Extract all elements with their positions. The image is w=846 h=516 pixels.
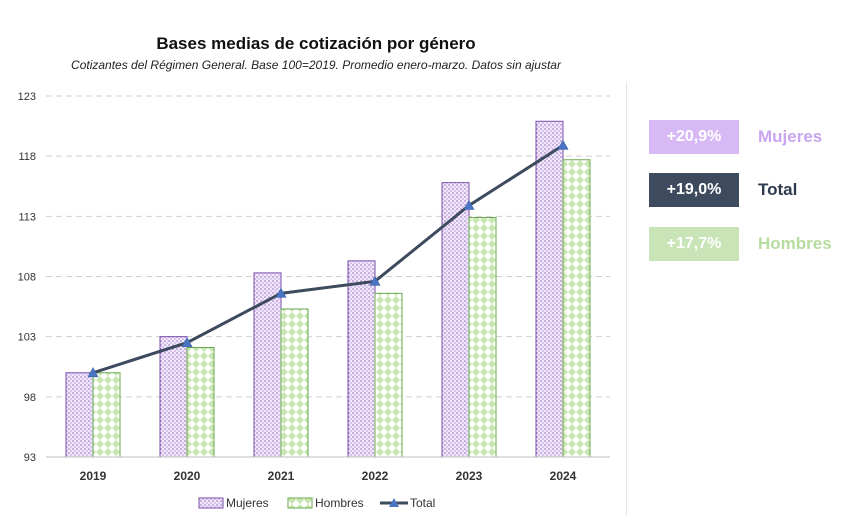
x-tick-label: 2020 bbox=[174, 469, 201, 483]
y-tick-label: 113 bbox=[18, 211, 36, 223]
chart-title: Bases medias de cotización por género bbox=[156, 34, 476, 53]
bar-mujeres bbox=[159, 336, 188, 458]
badge-total-label: Total bbox=[758, 180, 798, 199]
point-total bbox=[87, 367, 99, 378]
bar-hombres bbox=[468, 217, 497, 458]
y-tick-label: 118 bbox=[18, 151, 36, 163]
legend-swatch-hombres bbox=[287, 497, 313, 509]
x-tick-label: 2021 bbox=[268, 469, 295, 483]
bar-mujeres bbox=[65, 372, 94, 458]
badge-hombres-label: Hombres bbox=[758, 234, 832, 253]
badge-mujeres: +20,9% bbox=[649, 120, 739, 154]
legend-label-mujeres: Mujeres bbox=[226, 496, 269, 510]
x-tick-label: 2023 bbox=[456, 469, 483, 483]
point-total bbox=[557, 139, 569, 150]
y-tick-label: 103 bbox=[18, 332, 36, 344]
legend-label-total: Total bbox=[410, 496, 435, 510]
x-tick-label: 2024 bbox=[550, 469, 577, 483]
bar-mujeres bbox=[441, 182, 470, 458]
bar-mujeres bbox=[535, 120, 564, 458]
y-tick-label: 123 bbox=[18, 91, 36, 103]
bar-hombres bbox=[92, 372, 121, 458]
y-tick-label: 93 bbox=[24, 452, 36, 464]
series-line-total bbox=[92, 144, 564, 375]
chart-plot: 93 98 103 108 113 118 123 2019 2020 2021 2022 2023 2… bbox=[18, 91, 610, 510]
point-total bbox=[275, 287, 287, 298]
chart-subtitle: Cotizantes del Régimen General. Base 100… bbox=[71, 58, 561, 72]
point-total bbox=[181, 337, 193, 347]
badge-total: +19,0% bbox=[649, 173, 739, 207]
point-total bbox=[463, 199, 475, 210]
bar-mujeres bbox=[347, 260, 376, 458]
x-tick-label: 2019 bbox=[80, 469, 107, 483]
y-tick-label: 108 bbox=[18, 272, 36, 284]
badge-hombres: +17,7% bbox=[649, 227, 739, 261]
bar-hombres bbox=[562, 159, 591, 458]
x-tick-label: 2022 bbox=[362, 469, 389, 483]
point-total bbox=[369, 275, 381, 286]
bar-hombres bbox=[280, 308, 309, 458]
bar-hombres bbox=[374, 292, 403, 458]
legend-marker-total bbox=[389, 498, 399, 507]
y-tick-label: 98 bbox=[24, 392, 36, 404]
badge-mujeres-label: Mujeres bbox=[758, 127, 823, 146]
bar-hombres bbox=[186, 346, 215, 458]
legend-label-hombres: Hombres bbox=[315, 496, 364, 510]
panel-divider bbox=[626, 82, 627, 516]
legend-swatch-mujeres bbox=[198, 497, 224, 509]
